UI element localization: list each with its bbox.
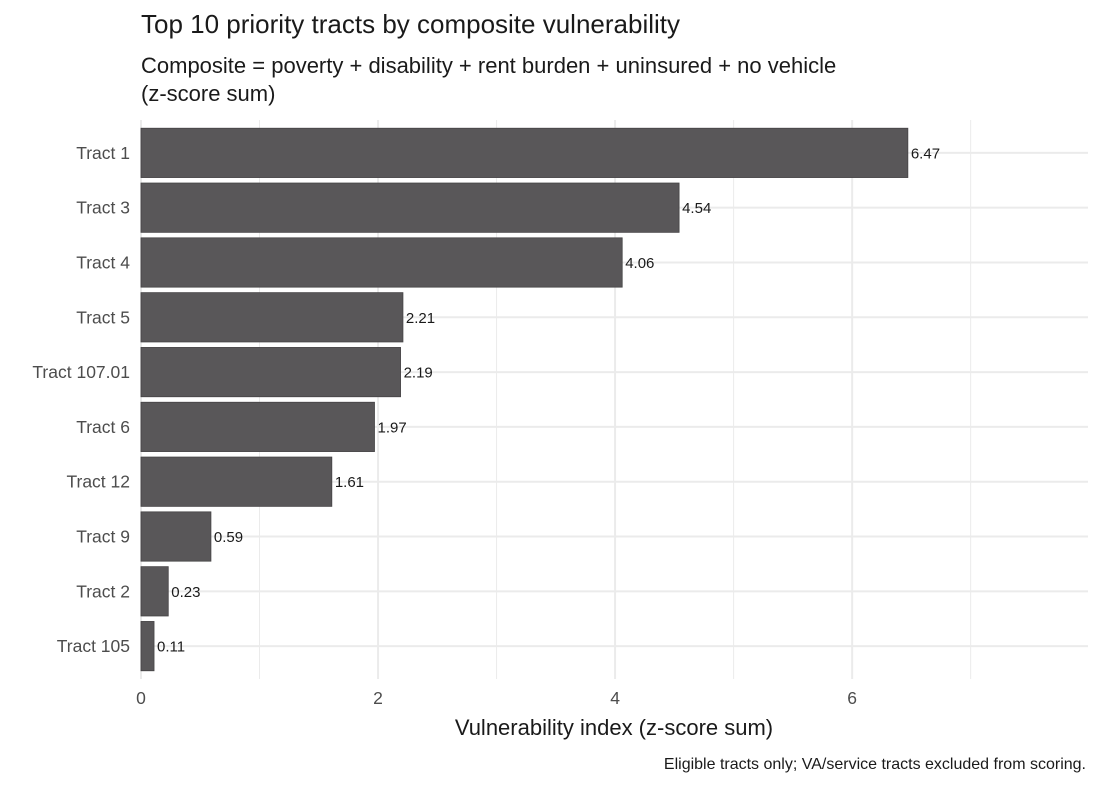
value-label: 0.11 <box>157 639 185 656</box>
value-label: 4.06 <box>625 255 654 272</box>
y-tick-label: Tract 105 <box>57 636 130 656</box>
bar <box>140 347 401 398</box>
y-tick-label: Tract 1 <box>76 143 130 163</box>
bar <box>140 456 333 507</box>
value-label: 0.59 <box>214 529 243 546</box>
y-tick-labels: Tract 1 Tract 3 Tract 4 Tract 5 Tract 107.01… <box>32 143 130 656</box>
value-labels: 6.47 4.54 4.06 2.21 2.19 1.97 1.61 0.59 0.23 0.11 <box>157 145 940 655</box>
y-tick-label: Tract 107.01 <box>32 362 130 382</box>
bar <box>140 292 404 343</box>
value-label: 6.47 <box>911 145 940 162</box>
bar <box>140 127 909 178</box>
x-tick-labels: 0 2 4 6 <box>136 688 857 708</box>
bar <box>140 511 212 562</box>
bar <box>140 621 155 672</box>
bar <box>140 237 623 288</box>
x-tick-label: 0 <box>136 688 146 708</box>
y-tick-label: Tract 6 <box>76 417 130 437</box>
bars <box>140 127 909 672</box>
x-tick-label: 2 <box>373 688 383 708</box>
y-tick-label: Tract 5 <box>76 307 130 327</box>
value-label: 2.21 <box>406 310 435 327</box>
y-tick-label: Tract 2 <box>76 581 130 601</box>
value-label: 2.19 <box>404 365 433 382</box>
y-tick-label: Tract 9 <box>76 527 130 547</box>
value-label: 1.61 <box>335 474 364 491</box>
chart-title: Top 10 priority tracts by composite vuln… <box>141 9 680 39</box>
chart-caption: Eligible tracts only; VA/service tracts … <box>664 756 1086 773</box>
chart-subtitle-line-2: (z-score sum) <box>141 81 275 106</box>
y-tick-label: Tract 3 <box>76 198 130 218</box>
y-tick-label: Tract 12 <box>66 472 130 492</box>
x-axis-title: Vulnerability index (z-score sum) <box>455 715 773 740</box>
value-label: 0.23 <box>171 584 200 601</box>
bar <box>140 182 680 233</box>
y-tick-label: Tract 4 <box>76 252 130 272</box>
chart-subtitle-line-1: Composite = poverty + disability + rent … <box>141 53 836 78</box>
bar <box>140 401 375 452</box>
x-tick-label: 6 <box>847 688 857 708</box>
x-tick-label: 4 <box>610 688 620 708</box>
value-label: 1.97 <box>377 419 406 436</box>
value-label: 4.54 <box>682 200 711 217</box>
bar <box>140 566 169 617</box>
